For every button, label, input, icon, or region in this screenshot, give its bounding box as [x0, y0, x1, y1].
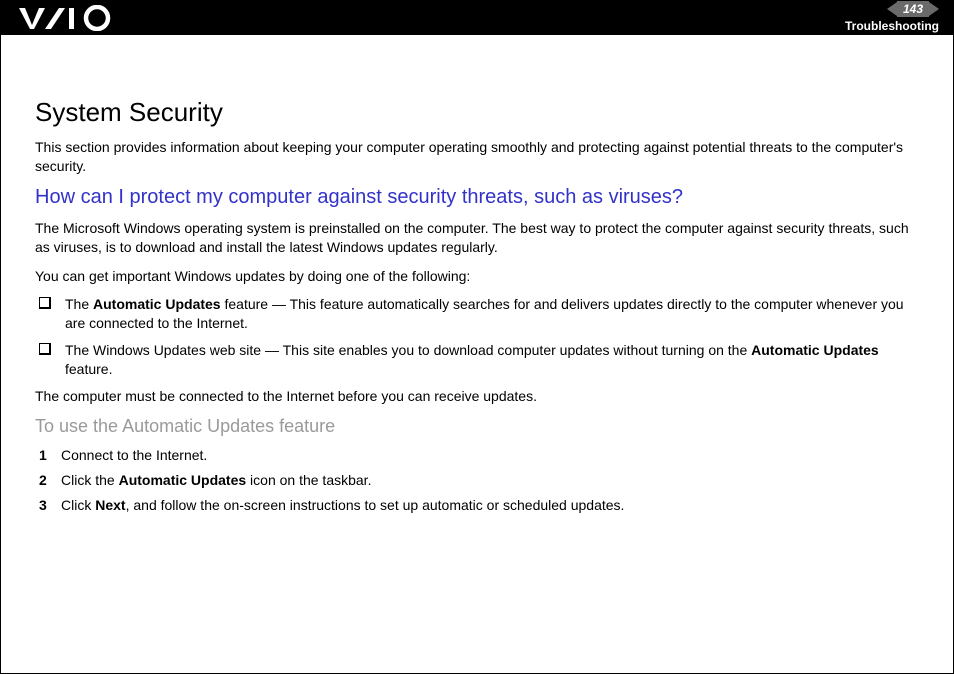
bold-run: Automatic Updates: [751, 342, 879, 358]
section-label: Troubleshooting: [845, 19, 939, 33]
answer-paragraph-1: The Microsoft Windows operating system i…: [35, 219, 919, 257]
faq-question: How can I protect my computer against se…: [35, 186, 919, 209]
options-list: The Automatic Updates feature — This fea…: [35, 295, 919, 379]
step-number: 3: [39, 495, 61, 516]
text-run: icon on the taskbar.: [246, 472, 371, 488]
text-run: The Windows Updates web site — This site…: [65, 342, 751, 358]
page-title: System Security: [35, 97, 919, 128]
list-item: The Automatic Updates feature — This fea…: [35, 295, 919, 333]
box-bullet-icon: [39, 297, 51, 309]
text-run: Click: [61, 497, 95, 513]
page-indicator: 143 Troubleshooting: [845, 1, 939, 33]
step-item: 2 Click the Automatic Updates icon on th…: [35, 470, 919, 491]
step-item: 3 Click Next, and follow the on-screen i…: [35, 495, 919, 516]
step-item: 1 Connect to the Internet.: [35, 445, 919, 466]
step-text: Click Next, and follow the on-screen ins…: [61, 495, 919, 516]
vaio-logo: [19, 5, 119, 36]
steps-list: 1 Connect to the Internet. 2 Click the A…: [35, 445, 919, 516]
page-content: System Security This section provides in…: [1, 35, 953, 516]
document-page: 143 Troubleshooting System Security This…: [0, 0, 954, 674]
text-run: The: [65, 296, 93, 312]
step-text: Click the Automatic Updates icon on the …: [61, 470, 919, 491]
text-run: Connect to the Internet.: [61, 447, 207, 463]
note-paragraph: The computer must be connected to the In…: [35, 387, 919, 406]
procedure-subheading: To use the Automatic Updates feature: [35, 416, 919, 437]
text-run: , and follow the on-screen instructions …: [126, 497, 625, 513]
next-page-arrow-icon[interactable]: [929, 2, 939, 16]
box-bullet-icon: [39, 343, 51, 355]
step-number: 1: [39, 445, 61, 466]
intro-paragraph: This section provides information about …: [35, 138, 919, 176]
step-number: 2: [39, 470, 61, 491]
bold-run: Automatic Updates: [119, 472, 247, 488]
list-item-text: The Automatic Updates feature — This fea…: [65, 295, 919, 333]
page-number: 143: [897, 1, 929, 17]
bold-run: Next: [95, 497, 125, 513]
text-run: Click the: [61, 472, 119, 488]
bold-run: Automatic Updates: [93, 296, 221, 312]
prev-page-arrow-icon[interactable]: [887, 2, 897, 16]
step-text: Connect to the Internet.: [61, 445, 919, 466]
text-run: feature.: [65, 361, 112, 377]
list-item-text: The Windows Updates web site — This site…: [65, 341, 919, 379]
answer-paragraph-2: You can get important Windows updates by…: [35, 267, 919, 286]
header-bar: 143 Troubleshooting: [1, 1, 953, 35]
list-item: The Windows Updates web site — This site…: [35, 341, 919, 379]
